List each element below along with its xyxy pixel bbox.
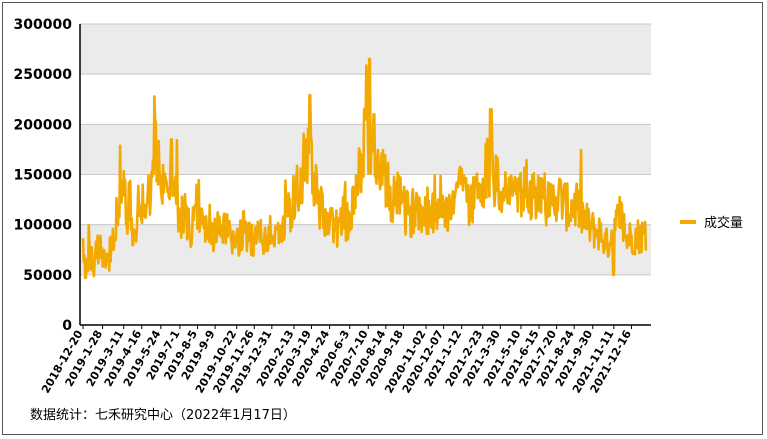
series-line [81,57,648,280]
legend: 成交量 [680,215,743,231]
y-tick-label: 250000 [14,67,73,83]
y-tick-label: 100000 [14,218,73,234]
y-tick-label: 300000 [14,17,73,33]
legend-label: 成交量 [704,215,743,231]
y-tick-label: 200000 [14,117,73,133]
y-tick-label: 50000 [23,268,72,284]
grid-bands [80,24,651,275]
axes [79,24,651,326]
y-axis-ticks: 0 50000 100000 150000 200000 250000 300000 [14,17,73,334]
grid-band [80,224,651,275]
series-group [81,57,648,280]
x-axis-ticks: 2018-12-202019-1-282019-3-112019-4-16201… [39,325,634,395]
grid-band [80,124,651,175]
y-tick-label: 0 [62,318,72,334]
y-tick-label: 150000 [14,168,73,184]
source-note: 数据统计：七禾研究中心（2022年1月17日） [30,408,296,423]
